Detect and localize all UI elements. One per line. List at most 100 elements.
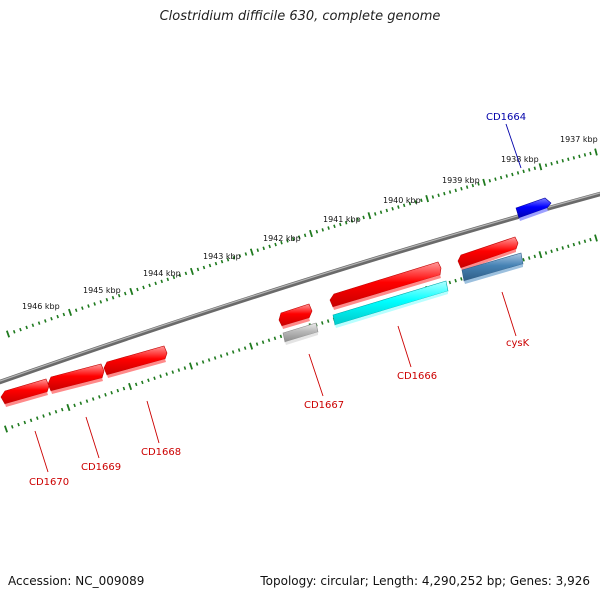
gene-label-CD1669[interactable]: CD1669 — [81, 462, 121, 473]
feature-CD1666[interactable] — [329, 261, 442, 310]
outer-scale-tick — [374, 212, 377, 216]
outer-scale-tick — [309, 229, 313, 238]
feature-cysK[interactable] — [461, 252, 524, 284]
gene-label-CD1668[interactable]: CD1668 — [141, 447, 181, 458]
inner-scale-tick — [98, 395, 101, 399]
outer-scale-tick — [511, 172, 514, 177]
gene-label-CD1667[interactable]: CD1667 — [304, 400, 344, 411]
outer-scale-tick — [292, 237, 295, 241]
feature-CD1664[interactable] — [515, 197, 552, 221]
outer-scale-tick — [44, 319, 47, 323]
inner-scale-tick — [201, 360, 205, 364]
inner-scale-tick — [544, 251, 548, 255]
inner-scale-tick — [538, 251, 543, 259]
outer-scale-tick — [550, 162, 553, 166]
feature-CD1667[interactable] — [278, 303, 313, 329]
inner-scale-tick — [195, 362, 199, 366]
inner-scale-tick — [128, 382, 133, 391]
inner-scale-tick — [159, 374, 162, 378]
outer-scale-tick — [578, 154, 581, 159]
inner-scale-tick — [550, 249, 553, 254]
outer-scale-tick — [544, 163, 548, 168]
outer-scale-tick — [202, 265, 206, 270]
outer-scale-tick — [583, 153, 587, 157]
inner-scale-tick — [249, 342, 254, 350]
gene-labels: CD1664 cysK CD1666 CD1667 CD1668 CD1669 … — [29, 112, 530, 488]
outer-scale-tick — [465, 185, 469, 189]
inner-scale-tick — [134, 382, 138, 387]
outer-scale-tick — [249, 248, 254, 256]
outer-scale-tick — [286, 239, 289, 243]
outer-scale-tick — [105, 298, 109, 302]
inner-scale-tick — [326, 319, 330, 323]
inner-scale-tick — [42, 414, 45, 418]
feature-CD1668[interactable] — [103, 345, 168, 378]
inner-scale-tick — [165, 372, 168, 376]
gene-label-CD1670[interactable]: CD1670 — [29, 477, 69, 488]
inner-scale-tick — [29, 418, 33, 423]
inner-scale-tick — [572, 242, 576, 247]
feature-CD1669[interactable] — [47, 363, 105, 394]
inner-scale-tick — [10, 425, 14, 429]
outer-scale-tick — [244, 252, 248, 256]
outer-scale-tick — [391, 207, 394, 211]
outer-scale-tick — [303, 233, 307, 238]
outer-scale-tick — [402, 203, 406, 208]
outer-scale-tick — [123, 291, 127, 296]
outer-scale-tick — [385, 208, 389, 213]
feature-CD1666-rna[interactable] — [332, 280, 449, 328]
outer-scale-tick — [594, 148, 598, 156]
inner-scale-tick — [17, 422, 20, 427]
scale-label-1938: 1938 kbp — [501, 155, 539, 164]
outer-scale-tick — [148, 283, 151, 288]
outer-scale-tick — [555, 160, 559, 165]
outer-scale-tick — [362, 215, 365, 220]
inner-scale-tick — [231, 350, 235, 354]
outer-scale-tick — [184, 271, 188, 276]
outer-scale-tick — [262, 246, 265, 251]
inner-scale-tick — [594, 234, 598, 242]
inner-scale-tick — [153, 376, 156, 381]
gene-label-CD1666[interactable]: CD1666 — [397, 371, 437, 382]
outer-scale-tick — [516, 171, 520, 175]
leader-CD1668 — [146, 400, 160, 444]
outer-scale-tick — [589, 151, 592, 156]
inner-scale-tick — [116, 388, 120, 393]
outer-scale-tick — [339, 222, 342, 227]
feature-CD1667-gray[interactable] — [282, 322, 319, 345]
inner-scale-tick — [189, 362, 193, 370]
inner-scale-tick — [4, 425, 8, 433]
inner-scale-tick — [527, 256, 531, 260]
inner-scale-tick — [141, 380, 144, 385]
inner-scale-tick — [207, 358, 211, 362]
outer-scale-tick — [448, 190, 452, 194]
outer-scale-tick — [154, 281, 157, 286]
gene-label-CD1664[interactable]: CD1664 — [486, 112, 526, 123]
inner-scale-tick — [104, 393, 107, 397]
outer-scale-tick — [420, 198, 423, 203]
leader-CD1664 — [505, 123, 522, 169]
outer-scale-tick — [471, 183, 475, 188]
inner-scale-tick — [66, 403, 71, 412]
outer-scale-tick — [214, 261, 218, 266]
inner-scale-tick — [273, 336, 277, 341]
inner-scale-tick — [122, 386, 126, 391]
feature-CD1670[interactable] — [0, 378, 50, 407]
outer-scale-tick — [528, 168, 531, 172]
leader-cysK — [501, 291, 517, 337]
outer-scale-tick — [315, 229, 319, 234]
inner-scale-tick — [448, 280, 452, 285]
gene-label-cysK[interactable]: cysK — [506, 338, 530, 349]
outer-scale-tick — [327, 226, 330, 230]
outer-scale-tick — [431, 195, 435, 199]
outer-scale-tick — [344, 220, 348, 225]
feature-CD1665-red[interactable] — [457, 236, 519, 271]
outer-scale-tick — [443, 191, 446, 196]
outer-scale-tick — [220, 259, 224, 264]
outer-scale-tick — [321, 228, 324, 232]
outer-scale-tick — [494, 177, 497, 181]
outer-scale-tick — [505, 174, 508, 178]
inner-scale-tick — [147, 378, 150, 383]
inner-scale-tick — [267, 338, 271, 343]
